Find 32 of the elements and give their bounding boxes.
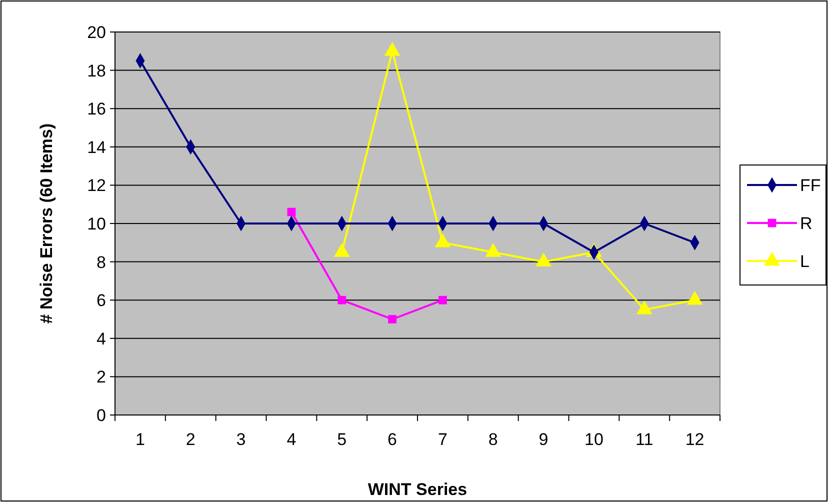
x-tick-label: 9	[538, 430, 548, 449]
point	[338, 296, 346, 304]
x-tick-label: 3	[236, 430, 246, 449]
y-tick-label: 0	[96, 406, 106, 425]
legend-label: FF	[800, 176, 821, 195]
y-tick-label: 2	[96, 368, 106, 387]
legend-label: R	[800, 214, 812, 233]
x-tick-label: 6	[388, 430, 398, 449]
y-tick-label: 4	[96, 329, 106, 348]
x-tick-label: 5	[337, 430, 347, 449]
x-tick-label: 1	[135, 430, 145, 449]
x-tick-label: 2	[186, 430, 196, 449]
x-axis-title: WINT Series	[368, 480, 468, 499]
x-tick-label: 4	[286, 430, 296, 449]
point	[438, 296, 447, 304]
y-tick-label: 18	[87, 61, 106, 80]
x-tick-label: 10	[584, 430, 604, 449]
y-tick-label: 20	[87, 22, 106, 42]
y-tick-label: 14	[87, 138, 106, 157]
y-axis-title: # Noise Errors (60 Items)	[37, 123, 56, 324]
x-tick-label: 12	[685, 430, 704, 449]
y-tick-label: 6	[96, 291, 106, 310]
x-tick-label: 8	[488, 430, 498, 449]
y-tick-label: 10	[87, 214, 106, 234]
legend-label: L	[800, 252, 810, 271]
point	[388, 315, 396, 324]
x-tick-label: 11	[636, 430, 654, 449]
x-tick-label: 7	[438, 430, 448, 449]
y-tick-label: 16	[87, 100, 106, 119]
y-tick-label: 8	[96, 252, 106, 272]
point	[287, 208, 296, 216]
y-tick-label: 12	[87, 176, 106, 196]
